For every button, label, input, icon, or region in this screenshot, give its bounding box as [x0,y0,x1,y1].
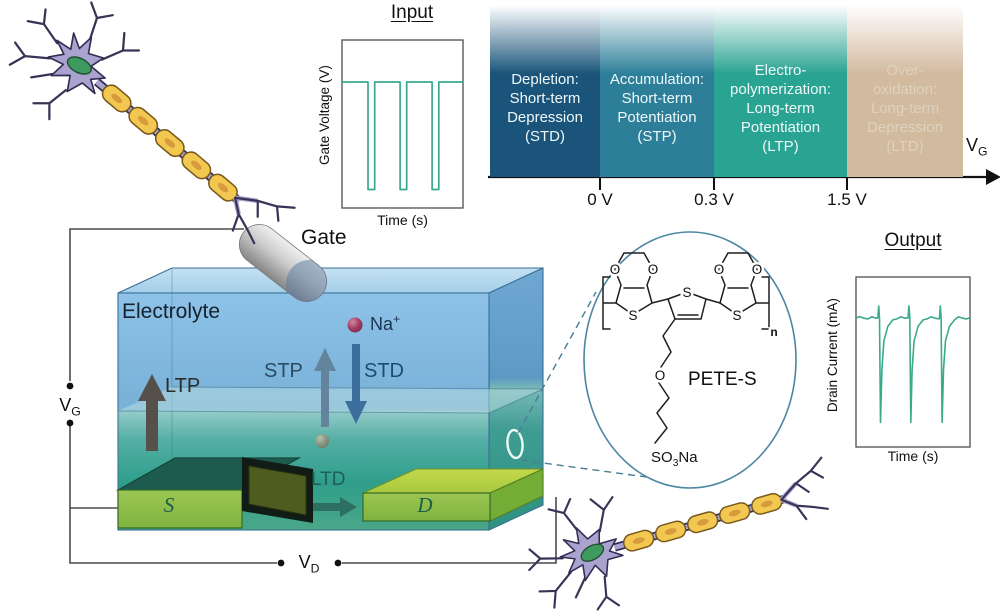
drain-wire [342,497,557,564]
input-plot [341,39,464,209]
axis-vg-label: VG [966,135,988,159]
std-label: STD [364,360,404,382]
output-ylabel: Drain Current (mA) [824,298,840,413]
pete-s-structure [602,252,770,444]
regime-band-label: Electro- polymerization: Long-term Poten… [730,61,831,155]
drain-voltage-label: VD [288,553,330,576]
regime-band-label: Depletion: Short-term Depression (STD) [507,71,583,145]
ltd-label: LTD [311,469,346,490]
input-panel-title: Input [390,2,434,23]
repeat-unit-subscript: n [770,325,777,339]
oxygen-atom: O [655,368,666,383]
regime-band-depletion: Depletion: Short-term Depression (STD) [490,5,600,177]
oxygen-atom: O [752,262,763,277]
oxygen-atom: O [648,262,659,277]
stp-arrow [314,348,336,427]
axis-arrowhead [986,169,1000,185]
operating-regime-colorbar: Depletion: Short-term Depression (STD) A… [490,5,963,177]
molecule-callout: O O O O O S S S n [583,231,797,489]
molecule-name: PETE-S [688,369,757,390]
ground-wire [69,426,277,564]
gate-voltage-axis [488,169,1000,190]
output-xlabel: Time (s) [887,448,939,464]
drain-electrode [362,468,544,522]
output-panel-title: Output [884,230,942,251]
axis-tick-0p3v: 0.3 V [694,190,734,209]
channel-zoom-source [506,428,524,460]
std-arrow [345,344,367,424]
output-plot [855,276,971,448]
ltp-arrow [138,374,166,451]
electrolyte-tank [117,267,544,531]
oxygen-atom: O [610,262,621,277]
sodium-ion-label: Na+ [370,312,401,334]
regime-band-label: Over- oxidation: Long-term Depression (L… [867,61,943,155]
zoom-dashed-lines [517,291,677,482]
axis-tick-0v: 0 V [587,190,613,209]
neutral-particle [315,434,329,448]
liquid-surface [118,387,543,413]
gate-wire [69,228,244,381]
polymer-channel [242,457,313,523]
side-chain [654,318,676,444]
ltp-label: LTP [165,375,201,397]
gate-voltage-label: VG [59,395,81,419]
input-xlabel: Time (s) [377,212,428,228]
sulfur-atom: S [732,308,741,323]
regime-band-accumulation: Accumulation: Short-term Potentiation (S… [600,5,714,177]
regime-band-overoxidation: Over- oxidation: Long-term Depression (L… [847,5,963,177]
axis-tick-1p5v: 1.5 V [827,190,867,209]
atom-labels: O O O O O S S S n [607,260,780,386]
sulfur-atom: S [682,285,691,300]
output-signal [855,305,971,424]
wire-terminals [66,382,342,567]
input-ylabel: Gate Voltage (V) [316,65,332,165]
stp-label: STP [264,360,303,382]
oxygen-atom: O [714,262,725,277]
circuit-wiring [69,228,557,564]
ltd-arrow [313,497,357,517]
sodium-ion [347,317,363,333]
source-label: S [163,493,175,517]
gate-label: Gate [301,226,347,249]
electrolyte-label: Electrolyte [122,300,221,323]
drain-label: D [417,493,433,517]
tank-top-face [117,267,544,294]
regime-band-label: Accumulation: Short-term Potentiation (S… [609,71,705,145]
input-signal [342,81,463,191]
regime-band-electropolymerization: Electro- polymerization: Long-term Poten… [714,5,847,177]
sulfur-atom: S [628,308,637,323]
sulfonate-group-label: SO3Na [651,449,698,469]
